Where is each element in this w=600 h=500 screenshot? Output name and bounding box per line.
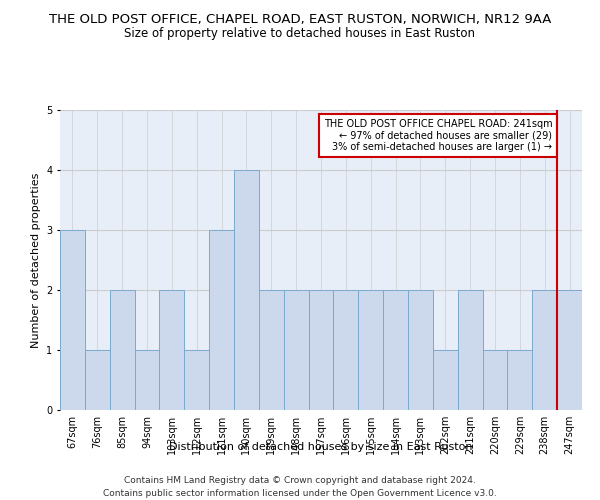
Text: THE OLD POST OFFICE, CHAPEL ROAD, EAST RUSTON, NORWICH, NR12 9AA: THE OLD POST OFFICE, CHAPEL ROAD, EAST R… [49, 12, 551, 26]
Bar [308, 290, 334, 410]
Bar [358, 290, 383, 410]
Bar [60, 230, 85, 410]
Text: Size of property relative to detached houses in East Ruston: Size of property relative to detached ho… [125, 28, 476, 40]
Bar [134, 350, 160, 410]
Bar [284, 290, 308, 410]
Bar [259, 290, 284, 410]
Bar [408, 290, 433, 410]
Bar [85, 350, 110, 410]
Bar [532, 290, 557, 410]
Bar [482, 350, 508, 410]
Bar [383, 290, 408, 410]
Bar [160, 290, 184, 410]
Bar [110, 290, 134, 410]
Bar [458, 290, 482, 410]
Text: Contains HM Land Registry data © Crown copyright and database right 2024.
Contai: Contains HM Land Registry data © Crown c… [103, 476, 497, 498]
Bar [234, 170, 259, 410]
Bar [557, 290, 582, 410]
Y-axis label: Number of detached properties: Number of detached properties [31, 172, 41, 348]
Bar [508, 350, 532, 410]
Text: THE OLD POST OFFICE CHAPEL ROAD: 241sqm
← 97% of detached houses are smaller (29: THE OLD POST OFFICE CHAPEL ROAD: 241sqm … [323, 119, 552, 152]
Bar [334, 290, 358, 410]
Bar [184, 350, 209, 410]
Bar [209, 230, 234, 410]
Text: Distribution of detached houses by size in East Ruston: Distribution of detached houses by size … [169, 442, 473, 452]
Bar [433, 350, 458, 410]
